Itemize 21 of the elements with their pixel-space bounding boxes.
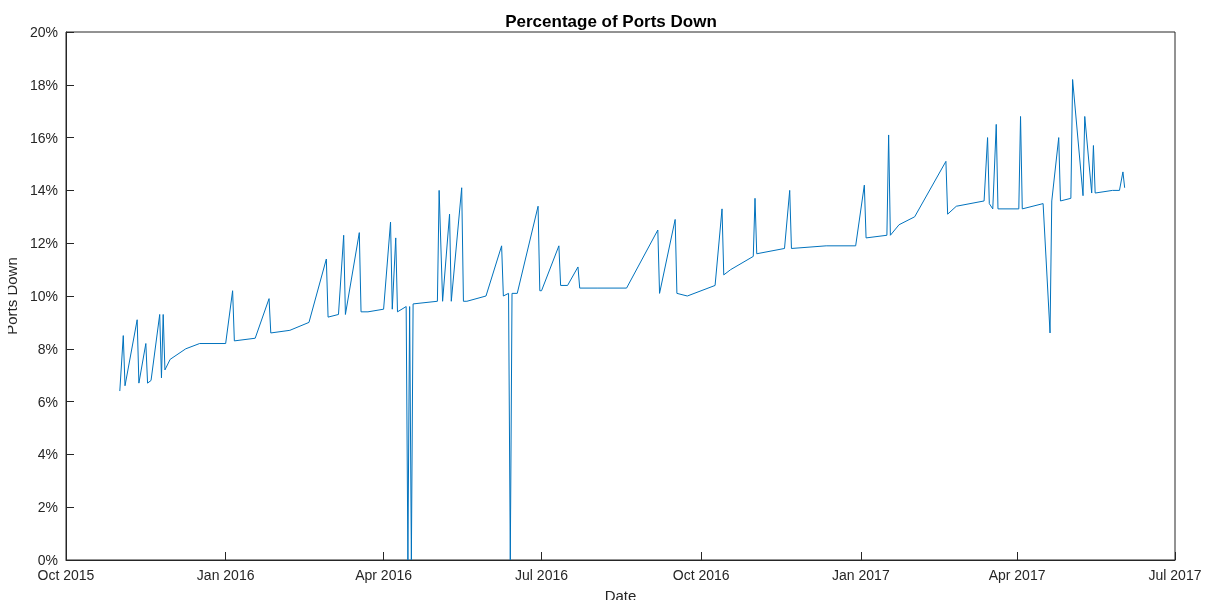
x-tick-label: Jan 2016: [196, 567, 255, 583]
x-tick-label: Jan 2017: [832, 567, 890, 583]
line-series: [119, 79, 1126, 561]
y-tick-label: 8%: [37, 340, 58, 357]
x-tick-label: Apr 2017: [988, 567, 1046, 583]
y-tick-label: 20%: [29, 24, 58, 40]
y-tick-label: 0%: [37, 552, 58, 568]
y-tick-label: 2%: [37, 499, 58, 516]
x-tick-label: Oct 2016: [672, 567, 730, 583]
y-tick-label: 10%: [29, 288, 58, 304]
y-tick-label: 6%: [37, 393, 58, 410]
x-tick-label: Apr 2016: [355, 567, 413, 583]
x-tick-label: Jul 2017: [1148, 567, 1202, 583]
y-tick-label: 14%: [29, 182, 58, 199]
chart-title: Percentage of Ports Down: [505, 12, 717, 31]
y-tick-label: 12%: [29, 235, 58, 252]
x-tick-label: Jul 2016: [515, 567, 569, 583]
y-tick-label: 18%: [29, 76, 58, 93]
y-tick-label: 16%: [29, 129, 58, 146]
y-tick-label: 4%: [37, 446, 58, 463]
x-tick-label: Oct 2015: [37, 567, 95, 583]
